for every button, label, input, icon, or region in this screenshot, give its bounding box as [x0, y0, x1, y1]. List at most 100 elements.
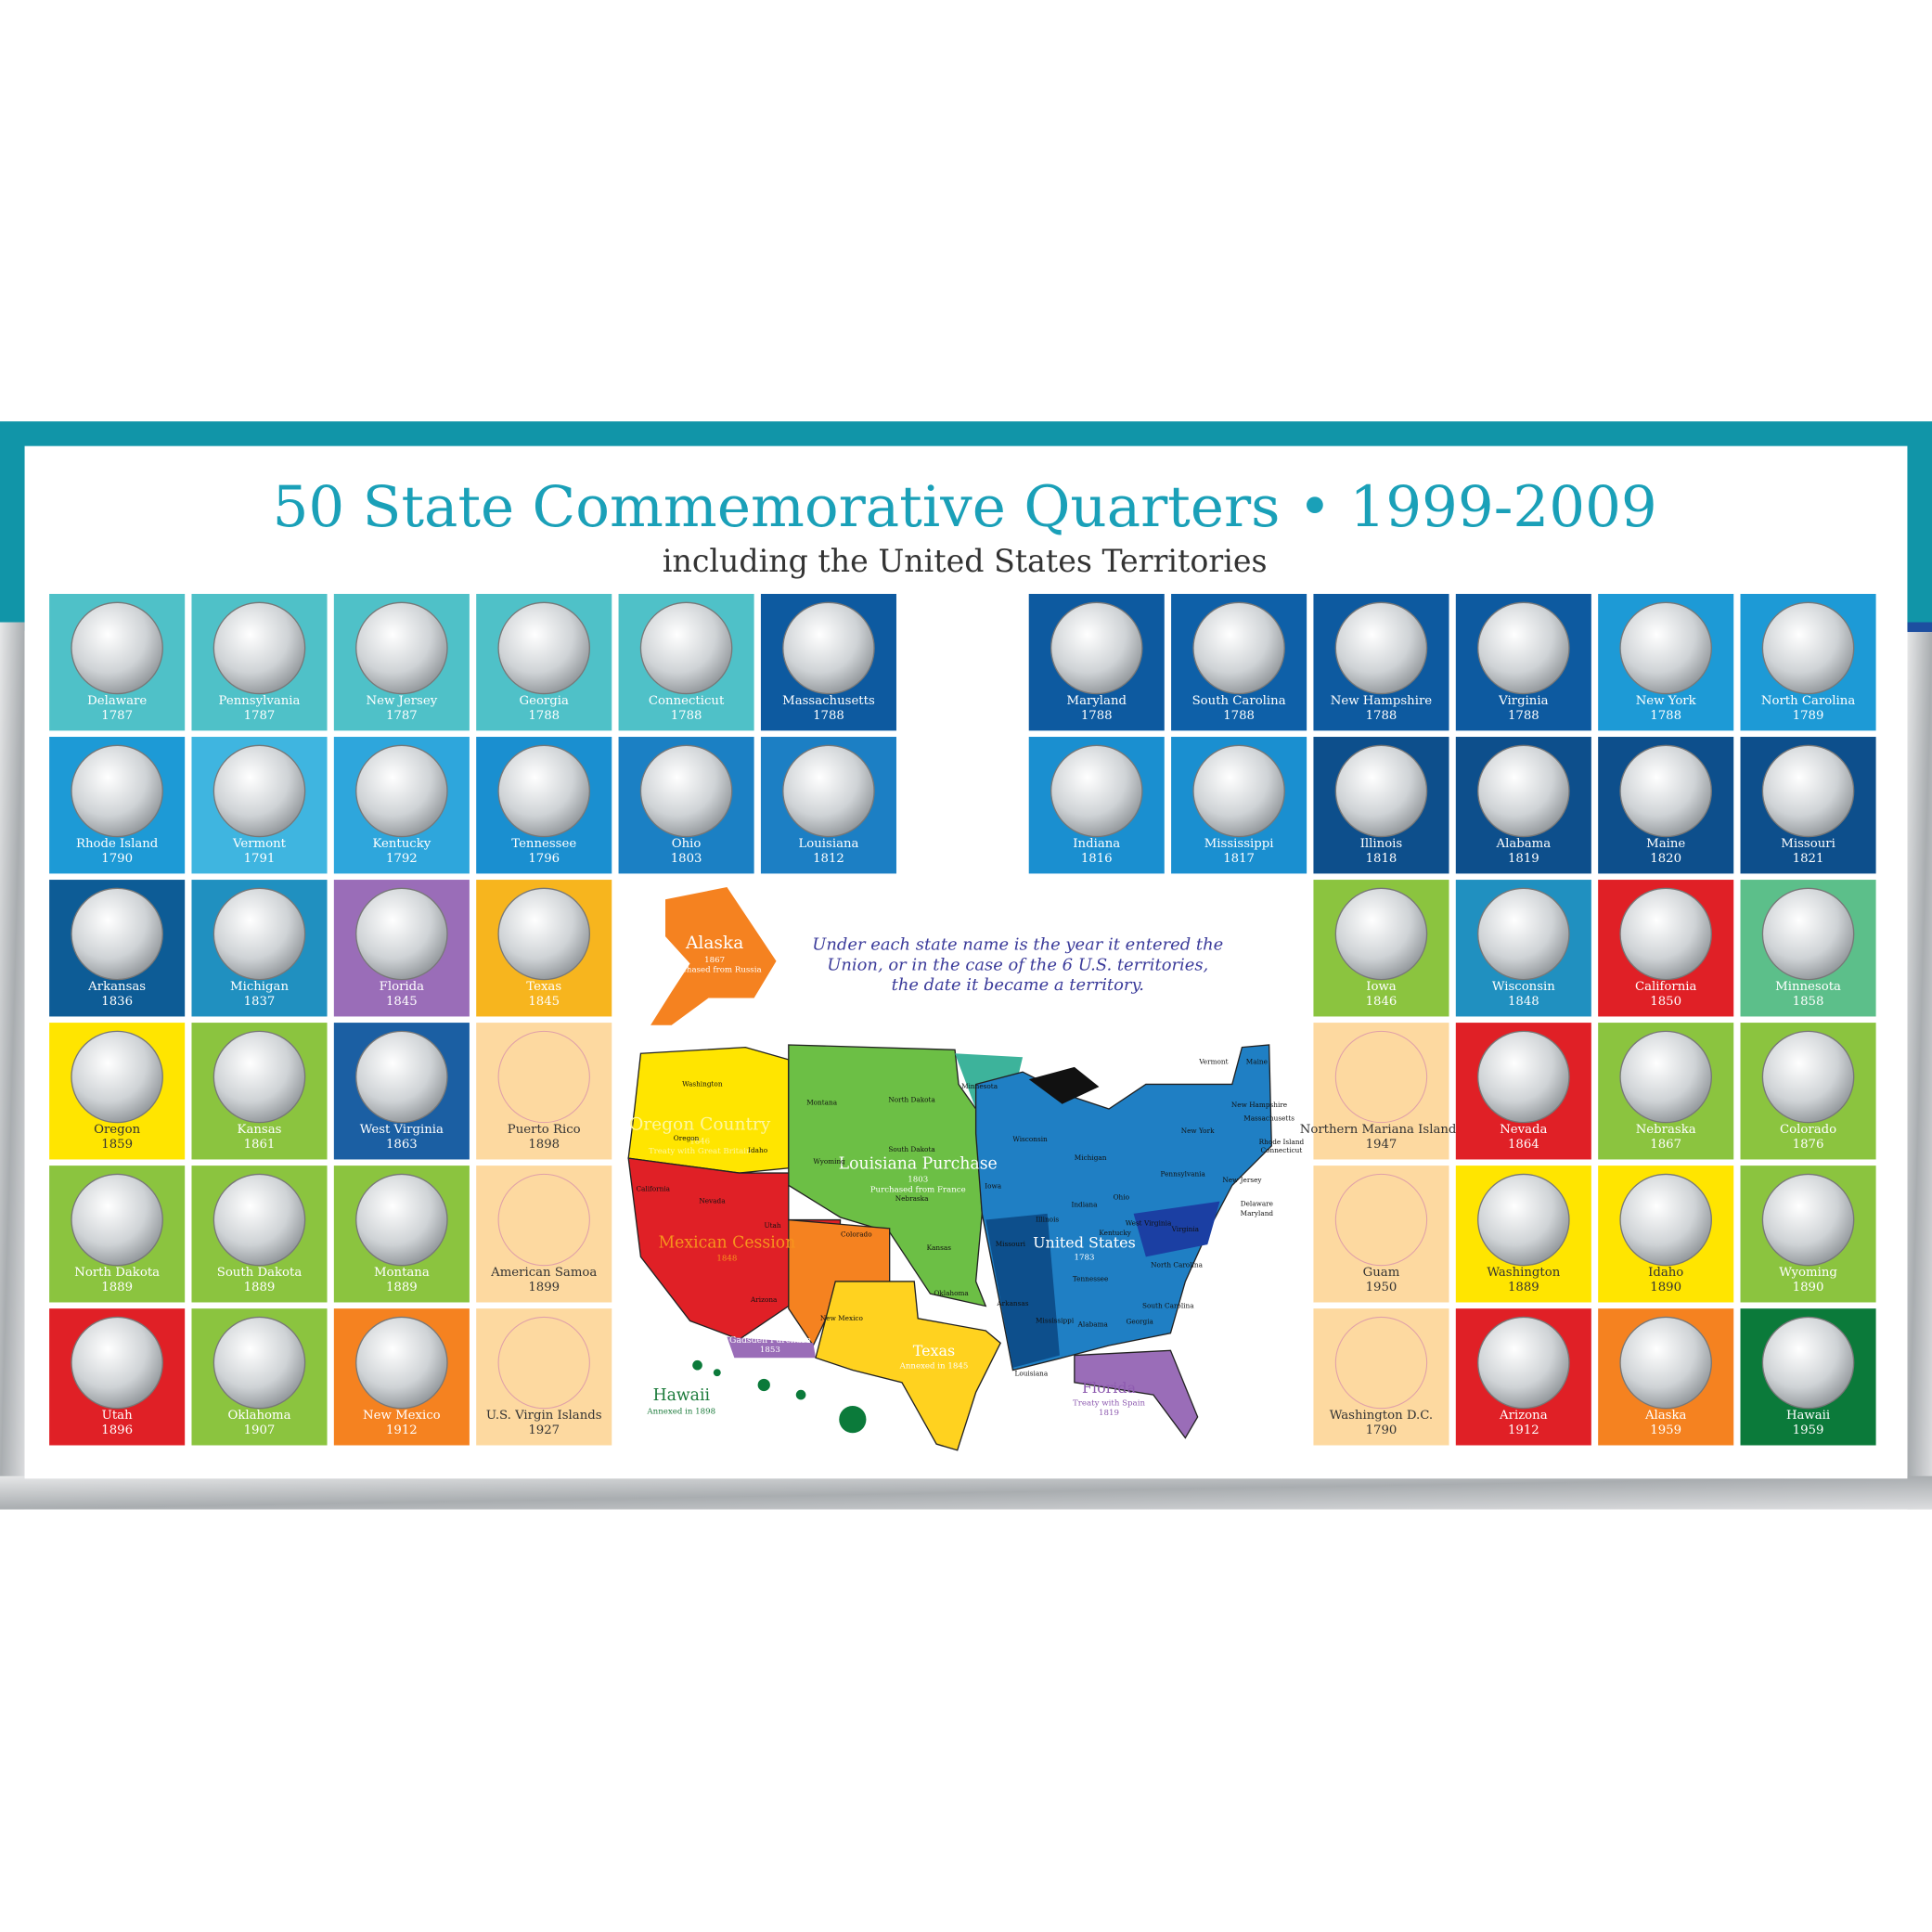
coin-slot — [497, 1030, 590, 1124]
coin-strip-right — [1907, 632, 1932, 1510]
coin — [1761, 1316, 1855, 1410]
region-name: Louisiana Purchase — [839, 1154, 998, 1173]
hawaii-island — [713, 1369, 721, 1377]
coin — [1761, 1030, 1855, 1124]
coin — [355, 1030, 448, 1124]
tile-year: 1864 — [1508, 1138, 1539, 1152]
coin — [213, 1173, 306, 1267]
tile-year: 1889 — [244, 1281, 276, 1294]
tile-name: Missouri — [1781, 837, 1835, 851]
state-label: Arkansas — [996, 1299, 1028, 1307]
tile-name: Mississippi — [1204, 837, 1274, 851]
tile-name: Alaska — [1644, 1409, 1687, 1423]
tile-name: Delaware — [87, 694, 147, 708]
state-label: Maryland — [1241, 1209, 1274, 1217]
tile-name: Arkansas — [87, 980, 146, 994]
tile-year: 1787 — [101, 709, 133, 723]
region-detail: 1848 — [716, 1255, 737, 1264]
tile-year: 1959 — [1650, 1423, 1681, 1437]
state-label: Virginia — [1171, 1225, 1200, 1233]
tile-year: 1947 — [1366, 1138, 1397, 1152]
subtitle: including the United States Territories — [663, 543, 1268, 579]
tile-name: Maine — [1646, 837, 1685, 851]
tile-name: Idaho — [1648, 1266, 1683, 1280]
coin — [1477, 1316, 1570, 1410]
tile-year: 1898 — [528, 1138, 560, 1152]
state-label: New Jersey — [1222, 1176, 1262, 1184]
tile-name: Pennsylvania — [219, 694, 301, 708]
coin — [497, 887, 591, 981]
tile-year: 1817 — [1223, 852, 1255, 866]
tile-year: 1889 — [1508, 1281, 1539, 1294]
tile-year: 1950 — [1366, 1281, 1397, 1294]
coin — [1619, 601, 1712, 695]
title: 50 State Commemorative Quarters • 1999-2… — [273, 474, 1657, 540]
map-note: Under each state name is the year it ent… — [812, 934, 1223, 954]
tile-name: Vermont — [232, 837, 287, 851]
coin — [1334, 601, 1428, 695]
state-label: Idaho — [748, 1146, 768, 1154]
map-note: Union, or in the case of the 6 U.S. terr… — [827, 955, 1208, 974]
region-name: Mexican Cession — [659, 1233, 796, 1252]
coin — [213, 887, 306, 981]
state-label: Vermont — [1198, 1058, 1228, 1066]
tile-year: 1788 — [813, 709, 844, 723]
tile-name: West Virginia — [360, 1123, 444, 1137]
state-label: North Dakota — [888, 1096, 935, 1104]
tile-year: 1792 — [386, 852, 418, 866]
state-label: Arizona — [750, 1295, 778, 1304]
state-label: South Dakota — [888, 1145, 935, 1153]
tile-name: North Dakota — [74, 1266, 160, 1280]
tile-name: Puerto Rico — [508, 1123, 581, 1137]
state-label: New Hampshire — [1231, 1101, 1287, 1109]
tile-name: Montana — [374, 1266, 430, 1280]
state-label: Oklahoma — [934, 1289, 969, 1297]
coin-slot — [1334, 1173, 1428, 1267]
coin — [497, 744, 591, 838]
state-label: Utah — [764, 1221, 780, 1230]
tile-year: 1848 — [1508, 995, 1539, 1009]
tile-year: 1820 — [1650, 852, 1681, 866]
state-label: Mississippi — [1036, 1316, 1075, 1324]
coin — [1334, 887, 1428, 981]
tile-name: Nevada — [1500, 1123, 1547, 1137]
tile-year: 1899 — [528, 1281, 560, 1294]
us-region-west — [985, 1213, 1060, 1368]
tile-name: Louisiana — [798, 837, 858, 851]
tile — [1313, 1308, 1449, 1446]
state-label: Louisiana — [1014, 1370, 1048, 1378]
coin — [1050, 601, 1143, 695]
region-name: Oregon Country — [629, 1114, 771, 1134]
region-name: United States — [1033, 1233, 1136, 1251]
tile-name: New York — [1636, 694, 1697, 708]
tile-name: Virginia — [1498, 694, 1548, 708]
tile-name: Florida — [380, 980, 425, 994]
coin — [1192, 601, 1285, 695]
coin — [213, 1316, 306, 1410]
tile-name: Wyoming — [1779, 1266, 1837, 1280]
coin — [71, 744, 163, 838]
tile-name: Iowa — [1366, 980, 1397, 994]
tile — [476, 1166, 612, 1303]
coin — [1619, 744, 1712, 838]
tile-name: Maryland — [1066, 694, 1127, 708]
region-detail: 1783 — [1074, 1254, 1094, 1263]
coin — [71, 1316, 163, 1410]
tile-name: Ohio — [672, 837, 702, 851]
tile-name: Rhode Island — [76, 837, 159, 851]
tile — [1313, 1023, 1449, 1160]
tile-name: Washington D.C. — [1330, 1409, 1433, 1423]
region-detail: 1819 — [1099, 1409, 1119, 1418]
state-label: Connecticut — [1261, 1146, 1303, 1154]
region-detail: 1853 — [760, 1346, 780, 1355]
state-label: Illinois — [1036, 1216, 1059, 1224]
tile-year: 1812 — [813, 852, 844, 866]
state-label: Nebraska — [895, 1194, 929, 1203]
region-detail: 1867 — [704, 956, 725, 965]
coin — [1761, 601, 1855, 695]
tile-name: Kansas — [238, 1123, 282, 1137]
region-detail: Annexed in 1898 — [646, 1407, 715, 1416]
state-label: Missouri — [996, 1240, 1026, 1248]
region-detail: Treaty with Spain — [1073, 1398, 1145, 1408]
